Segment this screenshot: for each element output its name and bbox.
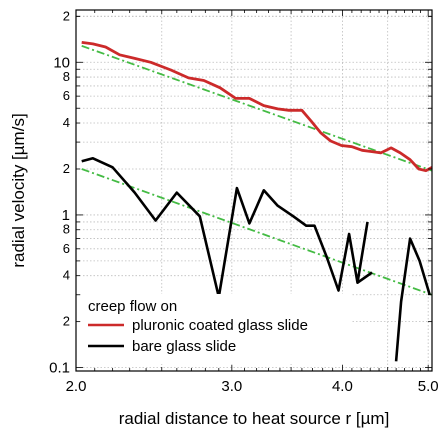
y-tick-label: 1 [62,207,70,224]
series-line-pluronic-coated-glass-slide [81,41,433,173]
y-minor-tick-label: 8 [63,69,70,84]
y-minor-tick-label: 2 [63,8,70,23]
y-minor-tick-label: 4 [63,115,70,130]
legend-entry-label: bare glass slide [132,338,236,355]
y-minor-tick-label: 2 [63,161,70,176]
axis-ticks: 2.0 3.0 4.0 5.0 0.1 1 10 2 4 6 8 2 4 6 8 2 [49,8,438,395]
fit-line-fit-bare [81,168,433,296]
x-tick-label: 2.0 [66,378,87,395]
y-minor-tick-label: 2 [63,314,70,329]
legend-entry-label: pluronic coated glass slide [132,317,308,334]
legend-background [82,294,352,364]
y-minor-tick-label: 4 [63,268,70,283]
legend: creep flow on pluronic coated glass slid… [82,294,352,364]
series-line-bare-glass-slide [81,157,369,299]
series-line-bare-glass-slide [394,237,431,362]
y-minor-tick-label: 8 [63,222,70,237]
x-tick-label: 4.0 [332,378,353,395]
plot-frame [75,9,433,372]
y-tick-label: 10 [53,54,70,71]
x-tick-label: 5.0 [418,378,439,395]
y-tick-label: 0.1 [49,360,70,377]
x-axis-title: radial distance to heat source r [µm] [119,409,390,428]
x-tick-label: 3.0 [221,378,242,395]
y-axis-title: radial velocity [µm/s] [9,113,28,267]
y-minor-tick-label: 6 [63,241,70,256]
fit-line-fit-pluronic [81,45,433,172]
plot-series [81,41,433,362]
series-line-bare-glass-slide [356,271,373,284]
y-minor-tick-label: 6 [63,88,70,103]
legend-title: creep flow on [88,298,177,315]
